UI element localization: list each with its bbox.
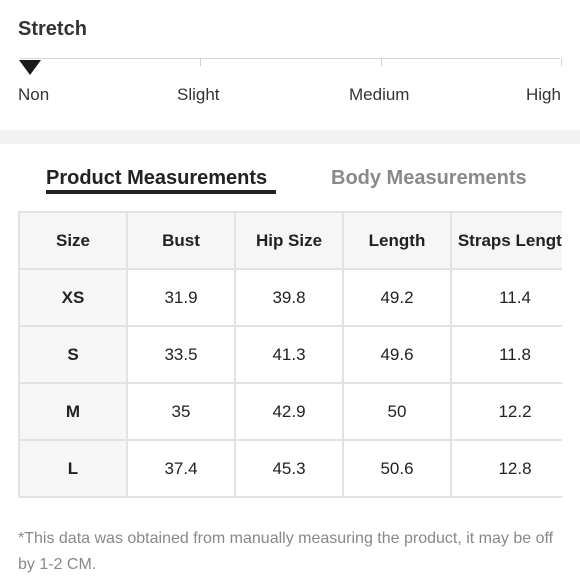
- hip-size-cell: 42.9: [234, 382, 344, 441]
- stretch-selected-marker: [19, 60, 41, 75]
- stretch-tick: [200, 58, 201, 66]
- size-cell: L: [18, 439, 128, 498]
- straps-length-cell: 11.8: [450, 325, 562, 384]
- header-bust: Bust: [126, 211, 236, 270]
- header-hip-size: Hip Size: [234, 211, 344, 270]
- length-cell: 49.2: [342, 268, 452, 327]
- stretch-label-high: High: [526, 85, 561, 104]
- bust-cell: 35: [126, 382, 236, 441]
- hip-size-cell: 41.3: [234, 325, 344, 384]
- table-row: XS 31.9 39.8 49.2 11.4: [18, 268, 562, 327]
- stretch-label-slight: Slight: [177, 85, 220, 104]
- size-cell: S: [18, 325, 128, 384]
- bust-cell: 33.5: [126, 325, 236, 384]
- bust-cell: 31.9: [126, 268, 236, 327]
- stretch-tick: [381, 58, 382, 66]
- tab-active-underline: [46, 190, 276, 194]
- table-row: L 37.4 45.3 50.6 12.8: [18, 439, 562, 498]
- stretch-label-non: Non: [18, 85, 50, 104]
- length-cell: 49.6: [342, 325, 452, 384]
- header-straps-length: Straps Length: [450, 211, 562, 270]
- header-size: Size: [18, 211, 128, 270]
- bust-cell: 37.4: [126, 439, 236, 498]
- table-header-row: Size Bust Hip Size Length Straps Length: [18, 211, 562, 270]
- tab-product-measurements[interactable]: Product Measurements: [46, 167, 268, 189]
- size-table-container[interactable]: Size Bust Hip Size Length Straps Length …: [18, 211, 562, 508]
- tab-body-measurements[interactable]: Body Measurements: [331, 167, 527, 189]
- size-cell: XS: [18, 268, 128, 327]
- stretch-label-medium: Medium: [349, 85, 410, 104]
- stretch-title: Stretch: [18, 18, 87, 40]
- stretch-tick: [561, 58, 562, 66]
- size-cell: M: [18, 382, 128, 441]
- table-row: S 33.5 41.3 49.6 11.8: [18, 325, 562, 384]
- table-row: M 35 42.9 50 12.2: [18, 382, 562, 441]
- section-divider: [0, 130, 580, 144]
- size-table: Size Bust Hip Size Length Straps Length …: [18, 211, 562, 498]
- stretch-track: [20, 58, 560, 59]
- length-cell: 50: [342, 382, 452, 441]
- straps-length-cell: 12.8: [450, 439, 562, 498]
- hip-size-cell: 39.8: [234, 268, 344, 327]
- measurement-footnote: *This data was obtained from manually me…: [18, 530, 554, 573]
- header-length: Length: [342, 211, 452, 270]
- straps-length-cell: 11.4: [450, 268, 562, 327]
- straps-length-cell: 12.2: [450, 382, 562, 441]
- length-cell: 50.6: [342, 439, 452, 498]
- hip-size-cell: 45.3: [234, 439, 344, 498]
